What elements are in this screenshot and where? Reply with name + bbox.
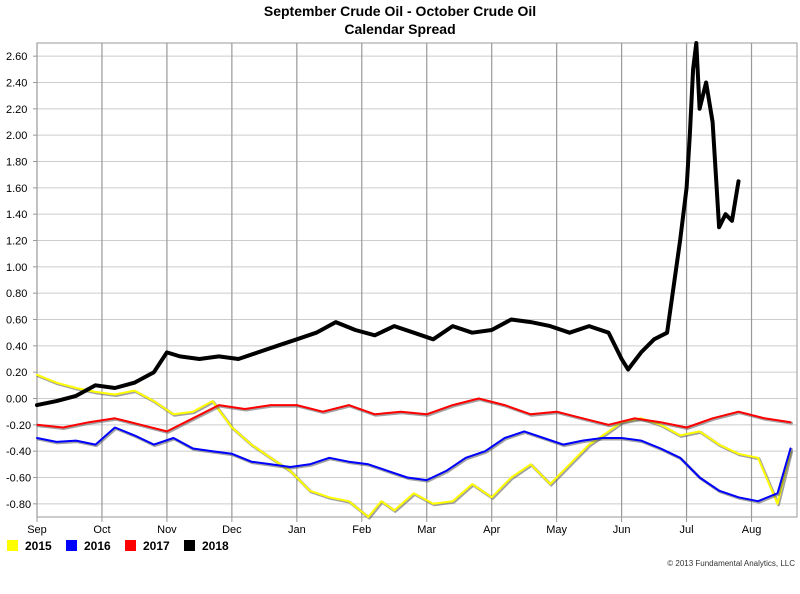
x-tick-label: Oct xyxy=(93,524,110,536)
y-tick-label: 1.20 xyxy=(6,236,27,248)
y-tick-label: 2.20 xyxy=(6,104,27,116)
x-tick-label: Dec xyxy=(222,524,242,536)
y-tick-label: 2.40 xyxy=(6,78,27,90)
y-tick-label: 0.80 xyxy=(6,288,27,300)
y-tick-label: 0.20 xyxy=(6,367,27,379)
series-2017-line xyxy=(36,397,792,433)
x-tick-label: Jan xyxy=(288,524,306,536)
series-lines xyxy=(35,41,793,520)
y-tick-label: 2.60 xyxy=(6,51,27,63)
legend-swatch-2018 xyxy=(184,540,195,551)
series-2016-shadow xyxy=(36,427,793,504)
chart-subtitle: Calendar Spread xyxy=(344,21,455,37)
y-tick-label: -0.20 xyxy=(6,420,31,432)
x-axis-ticks: Sep Oct Nov Dec Jan Feb Mar Apr May Jun Jul Aug xyxy=(27,517,761,536)
series-2015-shadow xyxy=(36,374,793,520)
x-tick-label: Feb xyxy=(352,524,371,536)
legend-label-2017: 2017 xyxy=(143,539,170,553)
series-2018-line xyxy=(35,41,741,408)
y-tick-label: 1.00 xyxy=(6,262,27,274)
y-tick-label: 1.40 xyxy=(6,209,27,221)
legend-swatch-2017 xyxy=(125,540,136,551)
x-tick-label: Aug xyxy=(742,524,762,536)
y-tick-label: 0.40 xyxy=(6,341,27,353)
y-tick-label: 1.60 xyxy=(6,183,27,195)
chart-title: September Crude Oil - October Crude Oil xyxy=(264,3,536,19)
y-tick-label: 0.60 xyxy=(6,315,27,327)
legend-label-2018: 2018 xyxy=(202,539,229,553)
x-tick-label: Mar xyxy=(417,524,436,536)
plot-area-border xyxy=(36,42,798,518)
y-axis-ticks: 2.60 2.40 2.20 2.00 1.80 1.60 1.40 1.20 1.00 0.80… xyxy=(6,51,37,511)
y-tick-label: 0.00 xyxy=(6,394,27,406)
series-2015-line xyxy=(36,373,792,518)
y-tick-label: -0.60 xyxy=(6,473,31,485)
legend-label-2016: 2016 xyxy=(84,539,111,553)
grid-lines xyxy=(36,43,797,517)
y-tick-label: -0.40 xyxy=(6,446,31,458)
copyright-note: © 2013 Fundamental Analytics, LLC xyxy=(667,559,795,568)
y-tick-label: -0.80 xyxy=(6,499,31,511)
x-tick-label: Sep xyxy=(27,524,47,536)
legend: 2015 2016 2017 2018 xyxy=(7,539,229,553)
x-tick-label: Nov xyxy=(157,524,177,536)
x-tick-label: Jul xyxy=(680,524,694,536)
x-tick-label: May xyxy=(546,524,567,536)
x-tick-label: Jun xyxy=(613,524,631,536)
series-2016-line xyxy=(36,426,792,503)
legend-swatch-2015 xyxy=(7,540,18,551)
x-tick-label: Apr xyxy=(483,524,500,536)
y-tick-label: 1.80 xyxy=(6,157,27,169)
legend-swatch-2016 xyxy=(66,540,77,551)
y-tick-label: 2.00 xyxy=(6,130,27,142)
legend-label-2015: 2015 xyxy=(25,539,52,553)
